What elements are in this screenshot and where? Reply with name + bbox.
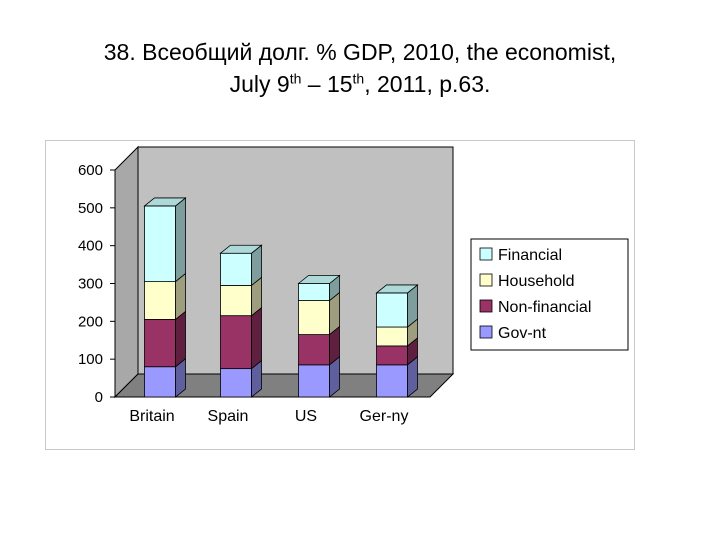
title-line-2-part-a: July 9 xyxy=(229,71,290,97)
x-tick-label: Ger-ny xyxy=(360,408,409,425)
x-axis-labels: Britain Spain US Ger-ny xyxy=(129,408,408,425)
chart-walls xyxy=(113,145,455,399)
legend-swatch xyxy=(479,273,493,287)
y-tick-label: 500 xyxy=(78,200,103,217)
bars xyxy=(143,197,419,398)
bar-top xyxy=(219,244,263,254)
legend-label: Household xyxy=(498,273,575,290)
title-sup-2: th xyxy=(352,70,365,87)
y-tick-label: 300 xyxy=(78,276,103,293)
bar-segment xyxy=(144,357,186,398)
bar-side xyxy=(175,197,186,283)
bar-segment xyxy=(144,272,186,321)
bar-front xyxy=(220,284,252,317)
legend-swatch xyxy=(479,299,493,313)
y-tick-label: 400 xyxy=(78,238,103,255)
bar-front xyxy=(144,205,176,283)
bar-front xyxy=(376,345,408,366)
bar-segment xyxy=(376,318,418,347)
title-line-2-part-c: , 2011, p.63. xyxy=(364,71,491,97)
title-line-1: 38. Всеобщий долг. % GDP, 2010, the econ… xyxy=(103,39,617,65)
bar-front xyxy=(144,281,176,320)
bar-front xyxy=(298,334,330,366)
bar-top xyxy=(375,284,419,294)
bar-segment xyxy=(220,359,262,398)
legend-swatch xyxy=(479,247,493,261)
legend-label: Gov-nt xyxy=(498,325,547,342)
bar-front xyxy=(376,326,408,347)
bar-front xyxy=(298,283,330,301)
legend-label: Non-financial xyxy=(498,299,591,316)
bar-front xyxy=(220,252,252,286)
bar-segment xyxy=(376,337,418,366)
y-axis: 0 100 200 300 400 500 600 xyxy=(78,162,116,406)
title-sup-1: th xyxy=(289,70,302,87)
x-tick-label: Britain xyxy=(129,408,174,425)
y-tick-label: 600 xyxy=(78,162,103,179)
x-tick-label: Spain xyxy=(208,408,249,425)
x-tick-label: US xyxy=(295,408,317,425)
legend-swatch xyxy=(479,325,493,339)
bar-front xyxy=(144,366,176,398)
bar-front xyxy=(298,364,330,398)
bar-segment xyxy=(220,306,262,370)
y-tick-label: 100 xyxy=(78,351,103,368)
bar-segment xyxy=(298,291,340,336)
bar-segment xyxy=(220,276,262,317)
bar-front xyxy=(220,368,252,398)
side-wall xyxy=(114,145,139,399)
legend-box xyxy=(470,238,629,351)
bar-segment xyxy=(297,274,341,302)
bar-front xyxy=(376,364,408,398)
title-line-2-part-b: – 15 xyxy=(301,71,353,97)
bar-segment xyxy=(144,310,186,368)
bar-front xyxy=(144,319,176,368)
bar-top xyxy=(297,275,341,284)
bar-segment xyxy=(219,244,263,287)
bar-segment xyxy=(298,356,340,398)
bar-front xyxy=(298,300,330,335)
bar-segment xyxy=(298,325,340,366)
title-line-2: July 9th – 15th, 2011, p.63. xyxy=(0,68,720,100)
bar-segment xyxy=(143,197,187,283)
y-tick-label: 0 xyxy=(95,389,103,406)
bar-front xyxy=(220,315,252,370)
bar-front xyxy=(376,292,408,328)
bar-top xyxy=(143,197,187,207)
legend-label: Financial xyxy=(498,247,562,264)
bar-segment xyxy=(375,284,419,328)
legend: Financial Household Non-financial Gov-nt xyxy=(470,238,629,351)
y-tick-label: 200 xyxy=(78,313,103,330)
bar-segment xyxy=(376,356,418,398)
slide-title: 38. Всеобщий долг. % GDP, 2010, the econ… xyxy=(0,36,720,100)
bar-side xyxy=(251,306,262,370)
bar-side xyxy=(175,310,186,368)
